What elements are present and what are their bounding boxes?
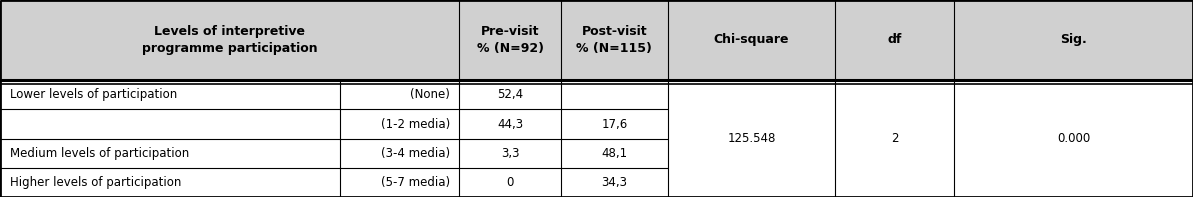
- Text: 2: 2: [891, 132, 898, 145]
- Text: 0.000: 0.000: [1057, 132, 1090, 145]
- Text: (3-4 media): (3-4 media): [381, 147, 450, 160]
- Bar: [0, 0, 1193, 80]
- Text: (5-7 media): (5-7 media): [381, 176, 450, 189]
- Text: Higher levels of participation: Higher levels of participation: [10, 176, 181, 189]
- Text: Levels of interpretive
programme participation: Levels of interpretive programme partici…: [142, 25, 317, 55]
- Text: 52,4: 52,4: [497, 88, 523, 101]
- Text: 125.548: 125.548: [728, 132, 775, 145]
- Text: Lower levels of participation: Lower levels of participation: [10, 88, 177, 101]
- Text: 34,3: 34,3: [601, 176, 628, 189]
- Text: 0: 0: [506, 176, 514, 189]
- Text: 17,6: 17,6: [601, 118, 628, 131]
- Text: Pre-visit
% (N=92): Pre-visit % (N=92): [476, 25, 544, 55]
- Text: df: df: [888, 33, 902, 46]
- Text: Sig.: Sig.: [1061, 33, 1087, 46]
- Text: Post-visit
% (N=115): Post-visit % (N=115): [576, 25, 653, 55]
- Text: (None): (None): [410, 88, 450, 101]
- Text: 48,1: 48,1: [601, 147, 628, 160]
- Text: 44,3: 44,3: [497, 118, 523, 131]
- Text: Medium levels of participation: Medium levels of participation: [10, 147, 188, 160]
- Text: Chi-square: Chi-square: [713, 33, 790, 46]
- Text: 3,3: 3,3: [501, 147, 519, 160]
- Text: (1-2 media): (1-2 media): [381, 118, 450, 131]
